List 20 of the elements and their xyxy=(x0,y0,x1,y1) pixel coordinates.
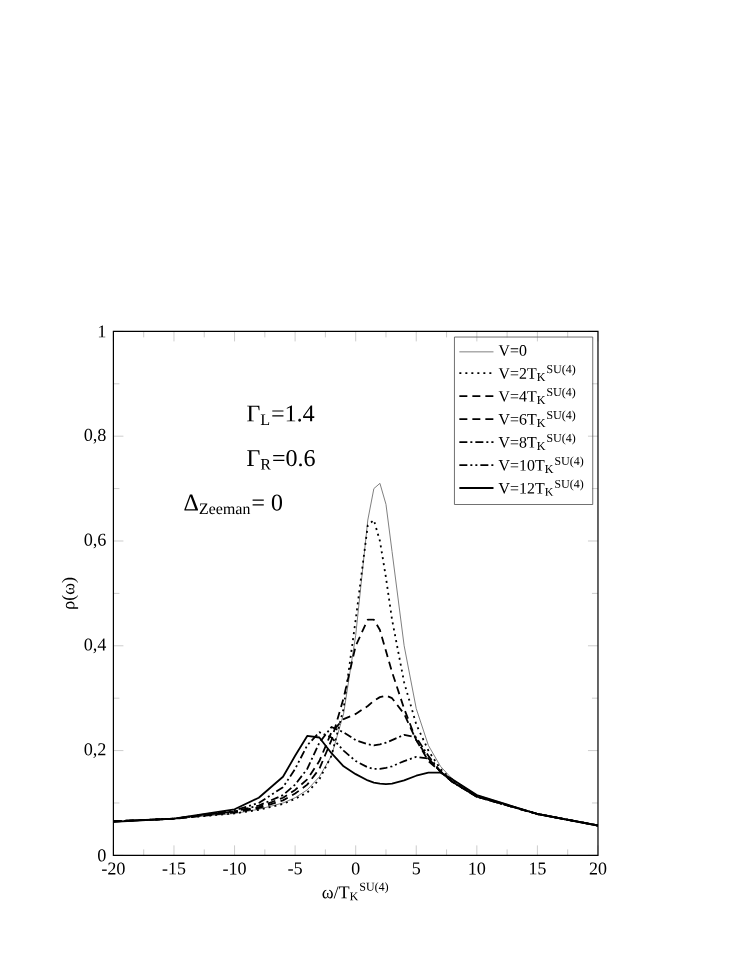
x-tick-label: -15 xyxy=(162,862,186,875)
y-tick-label: 0,6 xyxy=(84,533,106,549)
y-tick-label: 0,4 xyxy=(84,638,107,654)
y-tick-label: 0,8 xyxy=(84,428,106,444)
x-tick-label: -5 xyxy=(288,862,302,875)
y-tick-label: 0 xyxy=(98,849,106,862)
x-tick-label: 5 xyxy=(412,862,421,875)
annotation: Γ$_{R}$=0.6 xyxy=(247,449,315,470)
x-tick-label: 15 xyxy=(529,862,546,875)
x-tick-label: 20 xyxy=(589,862,607,875)
y-tick-label: 1 xyxy=(98,325,106,338)
y-tick-label: 0,2 xyxy=(84,743,106,758)
x-tick-label: 10 xyxy=(469,862,486,875)
x-tick-label: -20 xyxy=(102,862,125,875)
annotation: Γ$_{L}$=1.4 xyxy=(247,405,315,425)
annotation: Δ$_{Zeeman}$= 0 xyxy=(184,494,283,515)
y-axis-title: ρ(ω) xyxy=(61,577,79,609)
x-tick-label: 0 xyxy=(351,862,360,875)
x-tick-label: -10 xyxy=(223,862,246,875)
legend-label: V=0 xyxy=(498,345,527,356)
